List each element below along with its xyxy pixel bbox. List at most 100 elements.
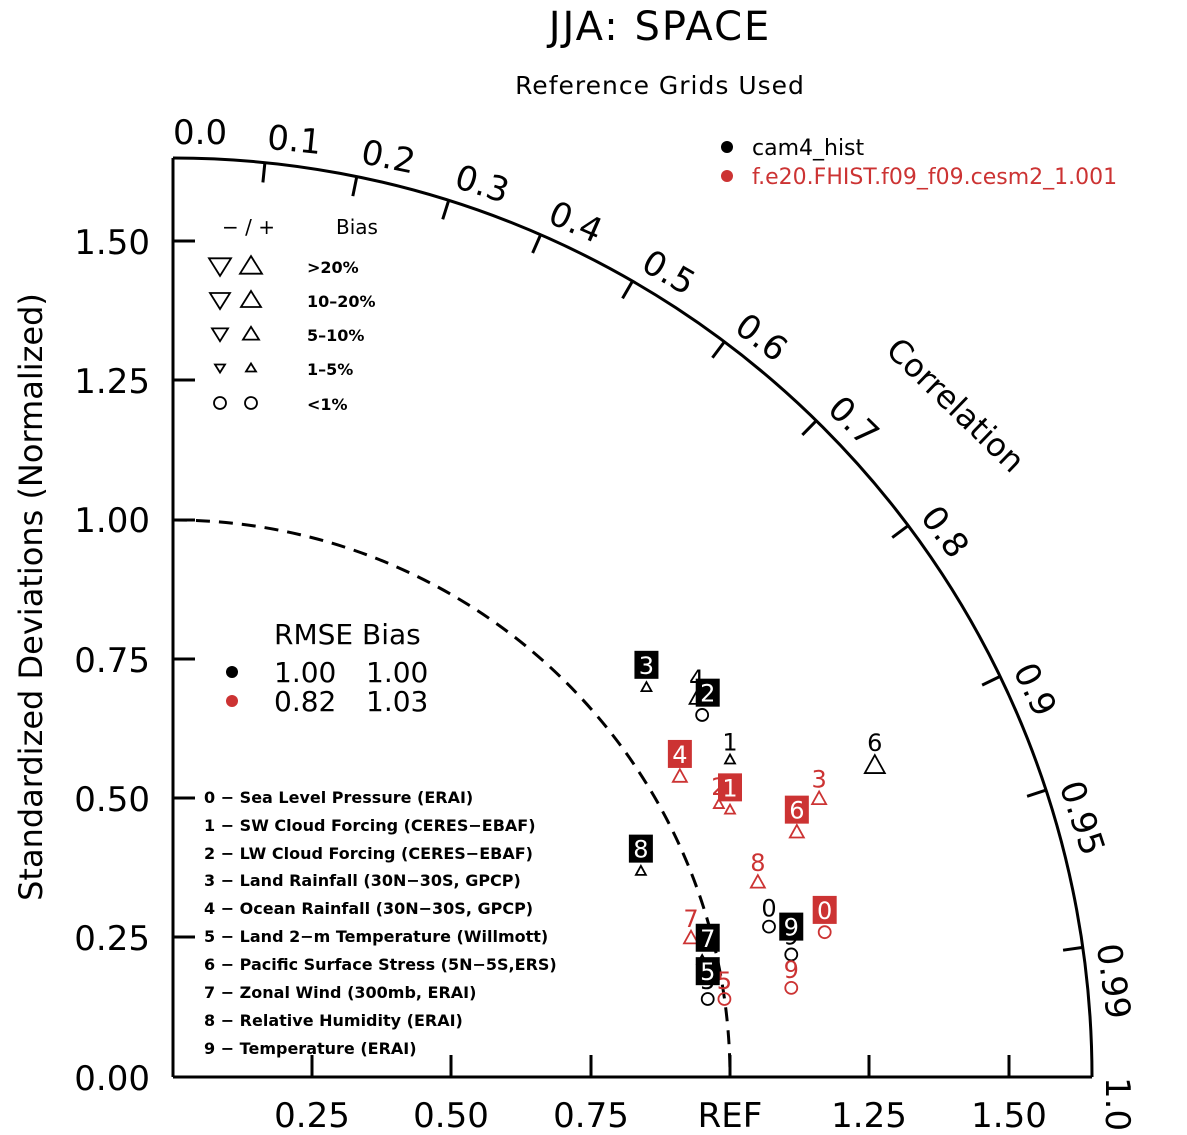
correlation-tick <box>981 675 1001 687</box>
y-tick-label: 1.00 <box>74 501 150 541</box>
highlight-label: 8 <box>633 836 648 864</box>
highlight-box <box>718 773 742 802</box>
bias-legend-symbols <box>207 254 264 410</box>
y-tick-label: 1.50 <box>74 223 150 263</box>
x-tick-label: REF <box>698 1096 763 1135</box>
bias-plus-triangle-icon <box>239 289 263 308</box>
highlight-label: 6 <box>789 797 804 825</box>
highlight-label: 9 <box>784 914 799 942</box>
data-point-circle <box>784 947 799 962</box>
y-tick-label: 0.00 <box>74 1059 150 1099</box>
data-point-label: 8 <box>750 849 765 877</box>
highlight-label: 2 <box>700 680 715 708</box>
data-point-triangle <box>863 753 887 774</box>
bias-legend-row: <1% <box>307 395 348 414</box>
bias-legend-row: 1–5% <box>307 360 353 379</box>
y-tick-label: 0.50 <box>74 780 150 820</box>
highlight-box <box>695 678 720 707</box>
correlation-axis-label: Correlation <box>879 330 1032 480</box>
correlation-tick <box>441 199 451 220</box>
highlight-label: 4 <box>672 741 687 769</box>
data-point-label: 9 <box>784 956 799 984</box>
highlight-label: 5 <box>700 958 715 986</box>
data-point-label: 0 <box>761 895 776 923</box>
highlight-label: 3 <box>639 652 654 680</box>
data-point-label: 1 <box>722 729 737 757</box>
x-tick-label: 1.50 <box>971 1096 1047 1135</box>
highlight-label: 0 <box>817 897 832 925</box>
x-tick-label: 0.50 <box>413 1096 489 1135</box>
correlation-tick-label: 0.1 <box>265 118 323 163</box>
variable-list: 0 − Sea Level Pressure (ERAI) 1 − SW Clo… <box>204 788 557 1058</box>
rmse-row-bias: 1.00 <box>366 656 428 689</box>
bias-legend-row: >20% <box>307 258 359 277</box>
variable-item: 4 − Ocean Rainfall (30N−30S, GPCP) <box>204 899 533 918</box>
data-point-triangle <box>810 789 828 805</box>
data-point-triangle <box>671 767 689 783</box>
highlight-box <box>784 795 809 824</box>
bias-plus-triangle-icon <box>241 325 261 341</box>
rmse-row-marker <box>226 695 238 707</box>
x-tick-label: 1.25 <box>831 1096 907 1135</box>
variable-item: 1 − SW Cloud Forcing (CERES−EBAF) <box>204 816 536 835</box>
data-point-triangle <box>749 873 767 889</box>
highlight-box <box>667 739 692 768</box>
variable-item: 8 − Relative Humidity (ERAI) <box>204 1011 463 1030</box>
correlation-tick <box>1062 945 1084 952</box>
highlight-label: 7 <box>700 925 715 953</box>
correlation-tick-label: 0.6 <box>727 306 794 370</box>
variable-item: 5 − Land 2−m Temperature (Willmott) <box>204 927 548 946</box>
highlight-box <box>628 834 653 863</box>
correlation-tick-label: 0.8 <box>912 499 976 566</box>
data-point-circle <box>695 708 710 722</box>
variable-item: 0 − Sea Level Pressure (ERAI) <box>204 788 473 807</box>
correlation-tick <box>891 524 910 539</box>
data-point-triangle <box>788 823 806 839</box>
y-axis-label: Standardized Deviations (Normalized) <box>12 293 50 901</box>
outer-correlation-arc <box>172 156 1094 1078</box>
highlight-label: 1 <box>722 774 737 802</box>
data-point-circle <box>700 992 715 1006</box>
data-point-label: 5 <box>717 967 732 995</box>
correlation-tick <box>621 280 634 300</box>
data-point-triangle <box>639 680 653 692</box>
highlight-box <box>812 895 837 924</box>
rmse-row-bias: 1.03 <box>366 685 428 718</box>
bias-minus-triangle-icon <box>213 363 227 375</box>
data-point-label: 3 <box>811 766 826 794</box>
bias-legend-header: Bias <box>336 215 378 239</box>
data-point-triangle <box>682 928 700 945</box>
correlation-tick-label: 0.5 <box>635 242 702 304</box>
data-point-triangle <box>712 797 726 809</box>
bias-plus-triangle-icon <box>238 254 264 275</box>
rmse-row-rmse: 0.82 <box>274 685 336 718</box>
chart-title: JJA: SPACE <box>546 4 772 50</box>
variable-item: 2 − LW Cloud Forcing (CERES−EBAF) <box>204 844 533 863</box>
data-point-triangle <box>723 802 737 815</box>
data-point-circle <box>717 992 732 1006</box>
rmse-bias-table: RMSE Bias 1.00 1.00 0.82 1.03 <box>226 618 428 718</box>
correlation-tick-label: 0.0 <box>173 113 227 153</box>
bias-minus-triangle-icon <box>208 292 232 311</box>
variable-item: 9 − Temperature (ERAI) <box>204 1039 417 1058</box>
correlation-tick <box>1026 788 1047 798</box>
data-point-circle <box>762 919 776 934</box>
correlation-tick <box>261 162 267 183</box>
data-point-circle <box>817 925 832 940</box>
legend-marker-cesm2 <box>721 170 733 182</box>
variable-item: 7 − Zonal Wind (300mb, ERAI) <box>204 983 476 1002</box>
rmse-row-rmse: 1.00 <box>274 656 336 689</box>
bias-plus-circle-icon <box>244 396 258 410</box>
correlation-tick-label: 1.0 <box>1097 1077 1137 1131</box>
legend-label-cam4: cam4_hist <box>752 136 865 161</box>
correlation-tick-label: 0.7 <box>820 389 887 455</box>
correlation-tick-label: 0.95 <box>1051 776 1113 860</box>
highlight-box <box>634 650 659 679</box>
legend-marker-cam4 <box>721 141 733 153</box>
correlation-tick-label: 0.4 <box>543 193 609 251</box>
y-tick-label: 0.25 <box>74 919 150 959</box>
correlation-tick-label: 0.99 <box>1088 941 1138 1022</box>
correlation-tick <box>801 419 818 436</box>
bias-minus-triangle-icon <box>210 327 230 343</box>
